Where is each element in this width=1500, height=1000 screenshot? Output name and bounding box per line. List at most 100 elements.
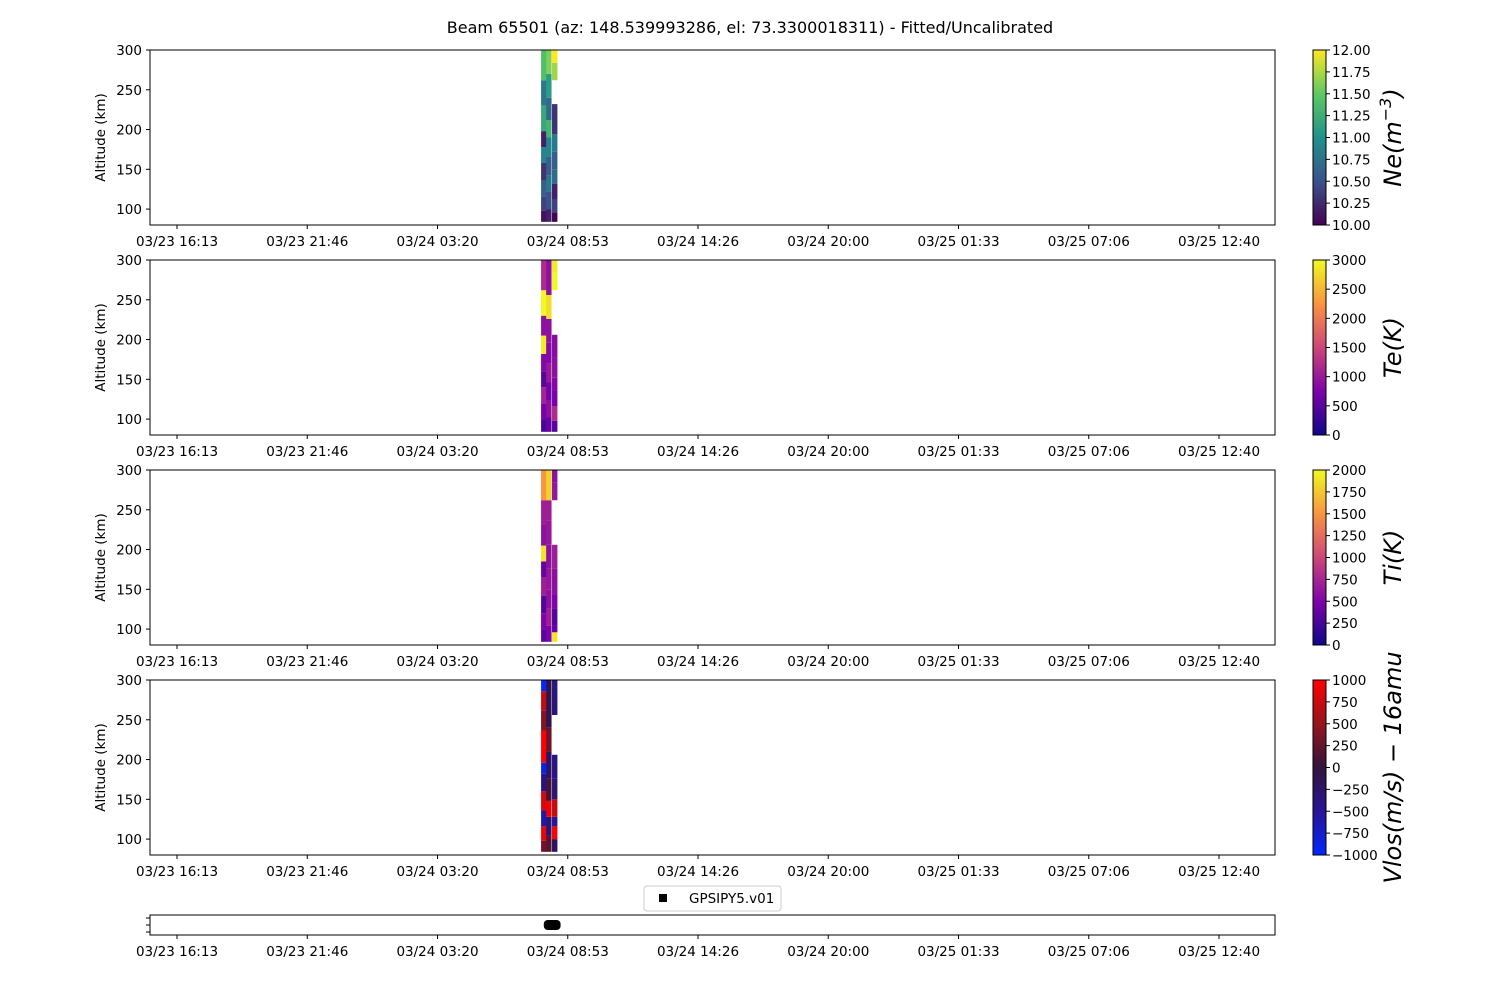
heatmap-cell — [546, 400, 552, 418]
heatmap-cell — [552, 420, 558, 432]
heatmap-cell — [546, 835, 552, 852]
heatmap-cell — [541, 162, 547, 181]
heatmap-cell — [546, 589, 552, 609]
heatmap-cell — [546, 50, 552, 74]
heatmap-cell — [541, 500, 547, 525]
heatmap-cell — [541, 335, 547, 354]
colorbar-label-main: Te(K) — [1379, 317, 1407, 378]
heatmap-cell — [546, 417, 552, 432]
x-tick-label: 03/24 08:53 — [527, 444, 609, 460]
x-tick-label: 03/23 21:46 — [266, 444, 348, 460]
colorbar-label-main: Ne(m — [1379, 121, 1407, 186]
y-tick-label: 200 — [116, 123, 142, 139]
heatmap-cell — [541, 561, 547, 578]
heatmap-cell — [552, 62, 558, 81]
heatmap-cell — [541, 131, 547, 148]
heatmap-cell — [546, 191, 552, 210]
colorbar-tick-label: 1000 — [1332, 551, 1366, 567]
plot-frame — [149, 469, 1276, 646]
heatmap-cell — [552, 826, 558, 840]
heatmap-cell — [552, 778, 558, 800]
heatmap-cell — [546, 318, 552, 343]
heatmap-cell — [541, 710, 547, 731]
legend: GPSIPY5.v01 — [643, 885, 782, 912]
colorbar-label-end: ) — [1379, 88, 1407, 99]
colorbar-bar — [1312, 259, 1327, 436]
colorbar-tick-label: 1000 — [1332, 370, 1366, 386]
heatmap-cell — [541, 290, 547, 316]
x-tick-label: 03/23 21:46 — [266, 654, 348, 670]
heatmap-cell — [541, 840, 547, 852]
y-tick-label: 100 — [116, 412, 142, 428]
y-tick-label: 300 — [116, 673, 142, 689]
heatmap-cell — [552, 799, 558, 817]
colorbar-tick-label: 2500 — [1332, 282, 1366, 298]
colorbar-tick-label: 10.50 — [1332, 174, 1371, 190]
x-tick-label: 03/24 14:26 — [657, 944, 739, 960]
x-tick-label: 03/25 12:40 — [1178, 444, 1260, 460]
y-axis-label: Altitude (km) — [93, 93, 109, 182]
y-tick-label: 200 — [116, 333, 142, 349]
heatmap-cell — [552, 272, 558, 291]
plot-frame — [149, 49, 1276, 226]
heatmap-cell — [541, 260, 547, 291]
colorbar-tick-label: 1500 — [1332, 507, 1366, 523]
x-tick-label: 03/25 07:06 — [1048, 864, 1130, 880]
heatmap-cell — [541, 730, 547, 763]
heatmap-cell — [541, 196, 547, 211]
heatmap-cell — [546, 260, 552, 295]
colorbar-tick-label: 250 — [1332, 739, 1358, 755]
y-tick-label: 250 — [116, 713, 142, 729]
heatmap-cell — [541, 545, 547, 562]
x-tick-label: 03/23 16:13 — [136, 444, 218, 460]
x-tick-label: 03/23 16:13 — [136, 944, 218, 960]
heatmap-cell — [552, 377, 558, 391]
heatmap-cell — [541, 80, 547, 106]
colorbar-bar — [1312, 49, 1327, 226]
y-tick-label: 100 — [116, 202, 142, 218]
heatmap-cell — [546, 470, 552, 501]
x-tick-label: 03/24 20:00 — [787, 654, 869, 670]
x-tick-label: 03/23 21:46 — [266, 234, 348, 250]
x-tick-label: 03/25 07:06 — [1048, 654, 1130, 670]
colorbar-tick-label: 0 — [1332, 638, 1341, 654]
te-panel: 100 150 200 250 300 Altitude (km) 0 500 1000 1500… — [93, 253, 1407, 444]
heatmap-cell — [541, 810, 547, 827]
y-tick-label: 150 — [116, 372, 142, 388]
x-tick-label: 03/24 20:00 — [787, 944, 869, 960]
x-tick-label: 03/24 08:53 — [527, 234, 609, 250]
y-tick-label: 100 — [116, 832, 142, 848]
x-tick-label: 03/24 08:53 — [527, 864, 609, 880]
plot-frame — [149, 259, 1276, 436]
colorbar-label-sup: −3 — [1376, 98, 1395, 122]
heatmap-cell — [546, 137, 552, 157]
x-tick-label: 03/24 14:26 — [657, 864, 739, 880]
colorbar-tick-label: 500 — [1332, 717, 1358, 733]
heatmap-cell — [546, 500, 552, 521]
heatmap-cell — [541, 105, 547, 132]
y-tick-label: 150 — [116, 162, 142, 178]
y-tick-label: 300 — [116, 253, 142, 269]
heatmap-cell — [552, 357, 558, 378]
heatmap-cell — [546, 295, 552, 319]
colorbar-tick-label: 1500 — [1332, 341, 1366, 357]
x-tick-label: 03/24 08:53 — [527, 944, 609, 960]
heatmap-cell — [546, 342, 552, 364]
x-tick-label: 03/24 14:26 — [657, 444, 739, 460]
colorbar-bar — [1312, 469, 1327, 646]
colorbar-tick-label: −1000 — [1332, 848, 1378, 864]
x-tick-label: 03/23 21:46 — [266, 944, 348, 960]
heatmap-cell — [546, 175, 552, 192]
heatmap-cell — [541, 826, 547, 841]
heatmap-cell — [541, 791, 547, 811]
heatmap-cell — [546, 520, 552, 545]
heatmap-cell — [552, 199, 558, 213]
y-axis-label: Altitude (km) — [93, 723, 109, 812]
x-tick-label: 03/25 07:06 — [1048, 944, 1130, 960]
heatmap-cell — [552, 50, 558, 63]
colorbar-tick-label: 2000 — [1332, 311, 1366, 327]
heatmap-cell — [546, 73, 552, 98]
heatmap-cell — [552, 134, 558, 152]
x-tick-label: 03/25 01:33 — [917, 944, 999, 960]
heatmap-cell — [541, 147, 547, 163]
